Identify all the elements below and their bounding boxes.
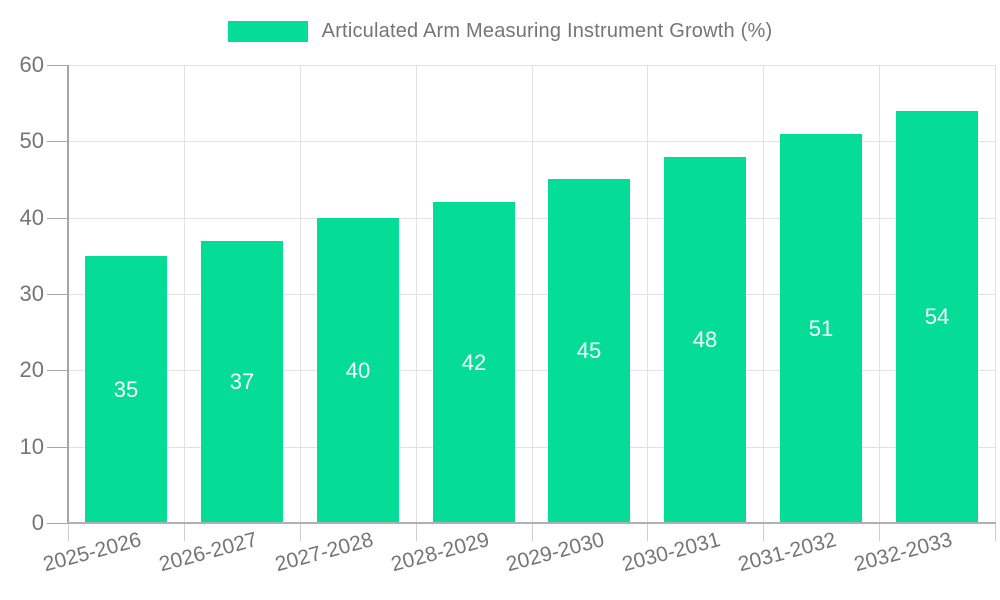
bar[interactable]: 48	[664, 157, 746, 522]
y-tick-mark	[47, 370, 68, 372]
x-gridline	[647, 65, 649, 523]
x-tick-mark	[763, 523, 765, 541]
bar-value-label: 40	[345, 358, 371, 383]
bar[interactable]: 40	[317, 218, 399, 522]
bar[interactable]: 42	[433, 202, 515, 522]
y-tick-label: 30	[19, 281, 44, 306]
x-tick-mark	[879, 523, 881, 541]
bar-value-label: 54	[924, 304, 950, 329]
x-tick-mark	[299, 523, 301, 541]
y-axis-line	[67, 65, 69, 524]
bar-value-label: 51	[808, 316, 834, 341]
x-gridline	[531, 65, 533, 523]
bar[interactable]: 37	[201, 241, 283, 522]
x-tick-mark	[183, 523, 185, 541]
bar[interactable]: 35	[85, 256, 167, 522]
x-axis-line	[67, 522, 996, 524]
x-tick-mark	[647, 523, 649, 541]
legend-label: Articulated Arm Measuring Instrument Gro…	[321, 19, 773, 42]
y-tick-label: 40	[19, 204, 44, 230]
x-tick-mark	[68, 523, 69, 541]
y-tick-mark	[47, 217, 68, 219]
bar-value-label: 35	[113, 377, 139, 402]
y-tick-label: 60	[19, 52, 44, 77]
y-tick-mark	[47, 65, 68, 66]
bar-value-label: 45	[576, 338, 602, 363]
y-tick-label: 0	[31, 510, 44, 535]
x-gridline	[763, 65, 765, 523]
x-gridline	[299, 65, 301, 523]
x-tick-mark	[995, 523, 996, 541]
x-gridline	[415, 65, 417, 523]
x-gridline	[879, 65, 881, 523]
bar[interactable]: 45	[548, 179, 630, 522]
bar-value-label: 42	[461, 350, 487, 375]
y-tick-mark	[47, 523, 68, 524]
legend-swatch	[227, 20, 308, 42]
y-tick-label: 20	[19, 357, 44, 383]
y-tick-label: 50	[19, 128, 44, 154]
bar[interactable]: 51	[780, 134, 862, 522]
bar-value-label: 48	[692, 327, 718, 352]
x-gridline	[995, 65, 996, 523]
x-tick-mark	[531, 523, 533, 541]
y-tick-mark	[47, 294, 68, 295]
y-tick-mark	[47, 446, 68, 448]
y-tick-mark	[47, 141, 68, 143]
x-gridline	[183, 65, 185, 523]
x-tick-mark	[415, 523, 417, 541]
bar-value-label: 37	[229, 369, 255, 394]
bar[interactable]: 54	[896, 111, 978, 522]
y-tick-label: 10	[19, 433, 44, 459]
legend-item[interactable]: Articulated Arm Measuring Instrument Gro…	[0, 14, 1000, 48]
